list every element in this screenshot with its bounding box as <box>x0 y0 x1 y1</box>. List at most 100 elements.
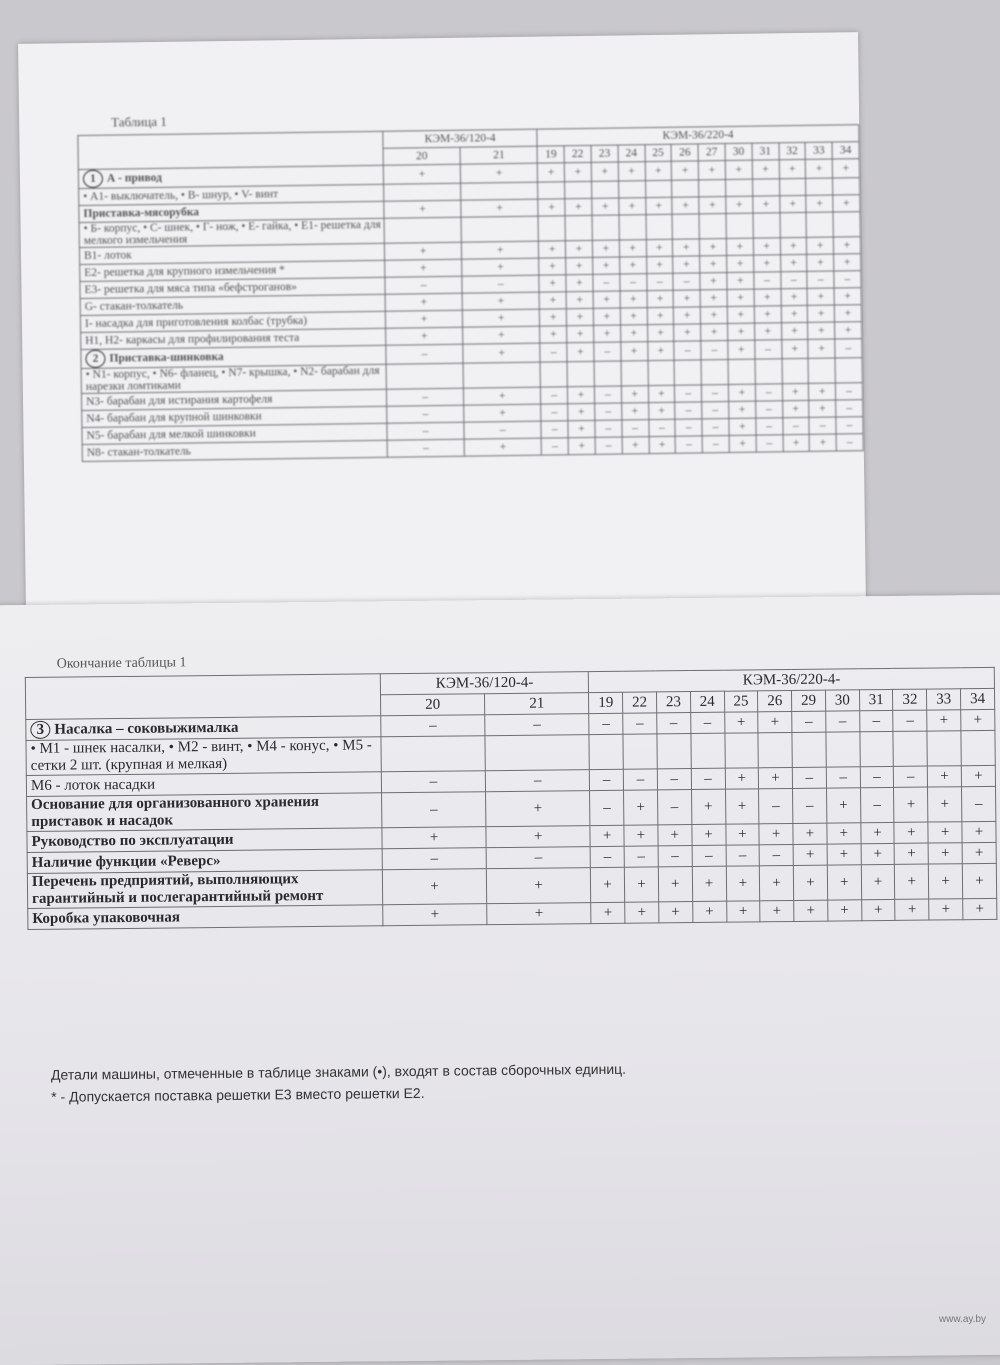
value-cell: + <box>928 863 963 900</box>
row-label: Основание для организованного хранения п… <box>26 792 382 832</box>
value-cell: + <box>754 322 782 341</box>
value-cell: + <box>759 900 794 922</box>
value-cell: + <box>564 198 592 216</box>
value-cell: + <box>591 198 619 216</box>
column-header: 25 <box>644 144 672 162</box>
column-header: 24 <box>690 691 725 713</box>
value-cell: + <box>961 821 997 843</box>
value-cell: + <box>781 322 809 340</box>
row-label-text: G- стакан-толкатель <box>84 299 184 313</box>
value-cell: + <box>895 899 930 921</box>
column-header: 19 <box>588 692 623 714</box>
value-cell: – <box>780 271 808 289</box>
value-cell: + <box>725 196 753 214</box>
value-cell: + <box>565 257 593 275</box>
value-cell: – <box>725 844 760 867</box>
value-cell: – <box>835 382 863 401</box>
value-cell: + <box>725 160 753 180</box>
value-cell: – <box>621 419 649 438</box>
value-cell <box>537 181 565 200</box>
value-cell: + <box>646 290 674 308</box>
column-header: 22 <box>622 691 657 714</box>
value-cell: + <box>692 866 727 902</box>
value-cell <box>674 359 702 386</box>
value-cell: + <box>753 254 781 273</box>
group-header: КЭМ-36/120-4- <box>380 671 589 695</box>
value-cell: + <box>618 161 646 182</box>
value-cell: + <box>758 711 793 733</box>
value-cell: + <box>385 293 463 312</box>
value-cell: + <box>728 384 756 402</box>
value-cell: + <box>385 327 463 346</box>
value-cell: – <box>835 399 863 418</box>
value-cell: + <box>727 306 755 324</box>
column-header: 30 <box>724 143 752 161</box>
value-cell <box>386 363 464 390</box>
row-label-text: • М1 - шнек насалки, • М2 - винт, • М4 -… <box>30 737 372 774</box>
value-cell <box>645 214 673 240</box>
column-header: 23 <box>656 691 691 713</box>
row-label-text: Насалка – соковыжималка <box>54 719 239 738</box>
value-cell: + <box>728 401 756 419</box>
value-cell: + <box>832 158 860 179</box>
value-cell <box>656 733 691 769</box>
value-cell: + <box>646 307 674 325</box>
top-table: КЭМ-36/120-4 КЭМ-36/220-4 20 21 19 22 23 24 25 26… <box>77 124 864 462</box>
value-cell: + <box>725 865 760 902</box>
value-cell: + <box>463 387 541 406</box>
value-cell: + <box>793 865 828 901</box>
value-cell <box>461 216 539 243</box>
value-cell: + <box>538 257 566 276</box>
value-cell: – <box>594 386 622 404</box>
value-cell: + <box>833 236 861 255</box>
value-cell: + <box>728 418 756 436</box>
footnote: Детали машины, отмеченные в таблице знак… <box>50 1060 627 1083</box>
value-cell: – <box>384 276 463 295</box>
value-cell: + <box>806 237 834 255</box>
value-cell: + <box>752 195 780 214</box>
value-cell: + <box>648 402 676 420</box>
value-cell: + <box>486 902 592 925</box>
row-label-text: I- насадка для приготовления колбас (тру… <box>84 314 308 330</box>
value-cell: + <box>564 162 592 182</box>
value-cell: – <box>594 403 622 421</box>
value-cell: + <box>759 823 794 845</box>
value-cell: – <box>701 384 729 402</box>
value-cell: – <box>592 274 620 292</box>
value-cell: + <box>807 288 835 306</box>
column-header: 33 <box>926 688 961 711</box>
value-cell: + <box>928 842 963 865</box>
value-cell: + <box>620 307 648 326</box>
footnote: * - Допускается поставка решетки Е3 вмес… <box>51 1084 425 1105</box>
value-cell: + <box>698 160 726 180</box>
value-cell: + <box>700 289 728 307</box>
value-cell: – <box>657 789 692 825</box>
row-label-text: Наличие функции «Реверс» <box>31 852 221 871</box>
row-label-text: Н1, Н2- каркасы для профилирования теста <box>85 331 300 347</box>
value-cell: + <box>383 200 462 219</box>
value-cell: + <box>657 824 692 846</box>
value-cell: + <box>792 823 827 845</box>
value-cell: + <box>962 898 997 920</box>
value-cell: + <box>538 240 566 259</box>
value-cell: + <box>593 291 621 309</box>
value-cell: – <box>675 418 703 437</box>
value-cell: + <box>644 161 672 181</box>
value-cell: + <box>624 866 659 903</box>
value-cell: – <box>859 710 894 732</box>
value-cell <box>724 732 759 769</box>
value-cell: – <box>690 712 725 734</box>
value-cell: + <box>623 789 658 826</box>
value-cell <box>835 357 863 384</box>
value-cell <box>927 730 962 767</box>
value-cell: + <box>726 255 754 273</box>
value-cell: + <box>893 787 929 823</box>
row-label-text: • N1- корпус, • N6- фланец, • N7- крышка… <box>85 364 380 393</box>
value-cell: + <box>834 287 862 306</box>
value-cell: – <box>674 340 702 361</box>
value-cell: – <box>484 713 590 736</box>
value-cell: + <box>782 434 810 452</box>
value-cell <box>832 177 860 196</box>
value-cell: + <box>834 321 862 340</box>
value-cell: – <box>754 339 782 360</box>
